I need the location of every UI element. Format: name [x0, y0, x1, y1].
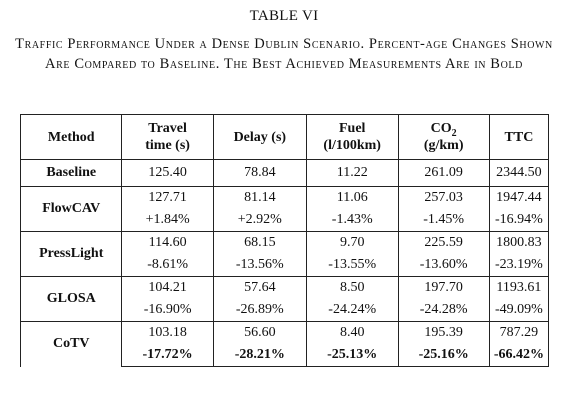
value-cell: 8.50: [305, 276, 399, 299]
value-cell: 257.03: [397, 186, 490, 209]
value-cell: 11.06: [305, 186, 399, 209]
header-delay: Delay (s): [212, 114, 307, 160]
change-cell: -26.89%: [212, 299, 307, 322]
change-cell: -8.61%: [121, 254, 214, 277]
header-co2: CO2 (g/km): [397, 114, 490, 160]
change-cell: +2.92%: [212, 209, 307, 232]
value-cell: 125.40: [121, 159, 214, 187]
method-cell: FlowCAV: [19, 186, 123, 232]
change-cell: -24.24%: [305, 299, 399, 322]
best-change-cell: -25.13%: [305, 344, 399, 367]
header-travel-line2: time (s): [145, 138, 190, 153]
method-cell: GLOSA: [19, 276, 123, 322]
best-change-cell: -25.16%: [397, 344, 490, 367]
row-presslight-changes: -8.61% -13.56% -13.55% -13.60% -23.19%: [21, 254, 550, 277]
change-cell: -24.28%: [397, 299, 490, 322]
header-fuel-line1: Fuel: [338, 121, 366, 136]
value-cell: 2344.50: [488, 159, 550, 187]
change-cell: -23.19%: [488, 254, 550, 277]
method-cell: PressLight: [19, 231, 123, 277]
row-presslight-values: PressLight 114.60 68.15 9.70 225.59 1800…: [19, 231, 550, 277]
value-cell: 57.64: [212, 276, 307, 299]
header-fuel: Fuel (l/100km): [305, 114, 399, 160]
header-travel-time: Travel time (s): [121, 114, 214, 160]
value-cell: 1193.61: [488, 276, 550, 299]
header-co2-prefix: CO: [430, 121, 452, 136]
value-cell: 1800.83: [488, 231, 550, 254]
value-cell: 225.59: [397, 231, 490, 254]
header-row: Method Travel time (s) Delay (s) Fuel (l…: [19, 114, 550, 160]
value-cell: 78.84: [212, 159, 307, 187]
value-cell: 1947.44: [488, 186, 550, 209]
value-cell: 8.40: [305, 321, 399, 344]
value-cell: 197.70: [397, 276, 490, 299]
value-cell: 127.71: [121, 186, 214, 209]
value-cell: 68.15: [212, 231, 307, 254]
value-cell: 11.22: [305, 159, 399, 187]
row-glosa-changes: -16.90% -26.89% -24.24% -24.28% -49.09%: [21, 299, 550, 322]
change-cell: -16.90%: [121, 299, 214, 322]
change-cell: -16.94%: [488, 209, 550, 232]
change-cell: -1.45%: [397, 209, 490, 232]
value-cell: 56.60: [212, 321, 307, 344]
value-cell: 9.70: [305, 231, 399, 254]
change-cell: -13.60%: [397, 254, 490, 277]
header-fuel-line2: (l/100km): [323, 138, 381, 153]
best-change-cell: -17.72%: [121, 344, 214, 367]
row-cotv-values: CoTV 103.18 56.60 8.40 195.39 787.29: [19, 321, 550, 367]
best-change-cell: -66.42%: [488, 344, 550, 367]
results-table: Method Travel time (s) Delay (s) Fuel (l…: [19, 114, 550, 367]
value-cell: 103.18: [121, 321, 214, 344]
row-baseline: Baseline 125.40 78.84 11.22 261.09 2344.…: [19, 159, 550, 187]
value-cell: 787.29: [488, 321, 550, 344]
value-cell: 261.09: [397, 159, 490, 187]
change-cell: +1.84%: [121, 209, 214, 232]
value-cell: 81.14: [212, 186, 307, 209]
row-flowcav-values: FlowCAV 127.71 81.14 11.06 257.03 1947.4…: [19, 186, 550, 232]
change-cell: -1.43%: [305, 209, 399, 232]
best-change-cell: -28.21%: [212, 344, 307, 367]
value-cell: 114.60: [121, 231, 214, 254]
header-method: Method: [19, 114, 123, 160]
change-cell: -13.55%: [305, 254, 399, 277]
row-glosa-values: GLOSA 104.21 57.64 8.50 197.70 1193.61: [19, 276, 550, 322]
header-travel-line1: Travel: [148, 121, 187, 136]
value-cell: 195.39: [397, 321, 490, 344]
change-cell: -13.56%: [212, 254, 307, 277]
row-flowcav-changes: +1.84% +2.92% -1.43% -1.45% -16.94%: [21, 209, 550, 232]
row-cotv-changes: -17.72% -28.21% -25.13% -25.16% -66.42%: [21, 344, 550, 367]
header-co2-sub: 2: [451, 127, 457, 139]
header-ttc: TTC: [488, 114, 550, 160]
change-cell: -49.09%: [488, 299, 550, 322]
method-cell: Baseline: [19, 159, 123, 187]
table-caption: Traffic Performance Under a Dense Dublin…: [15, 36, 553, 72]
header-co2-line2: (g/km): [423, 138, 464, 153]
table-label: TABLE VI: [249, 8, 319, 24]
value-cell: 104.21: [121, 276, 214, 299]
method-cell: CoTV: [19, 321, 123, 367]
